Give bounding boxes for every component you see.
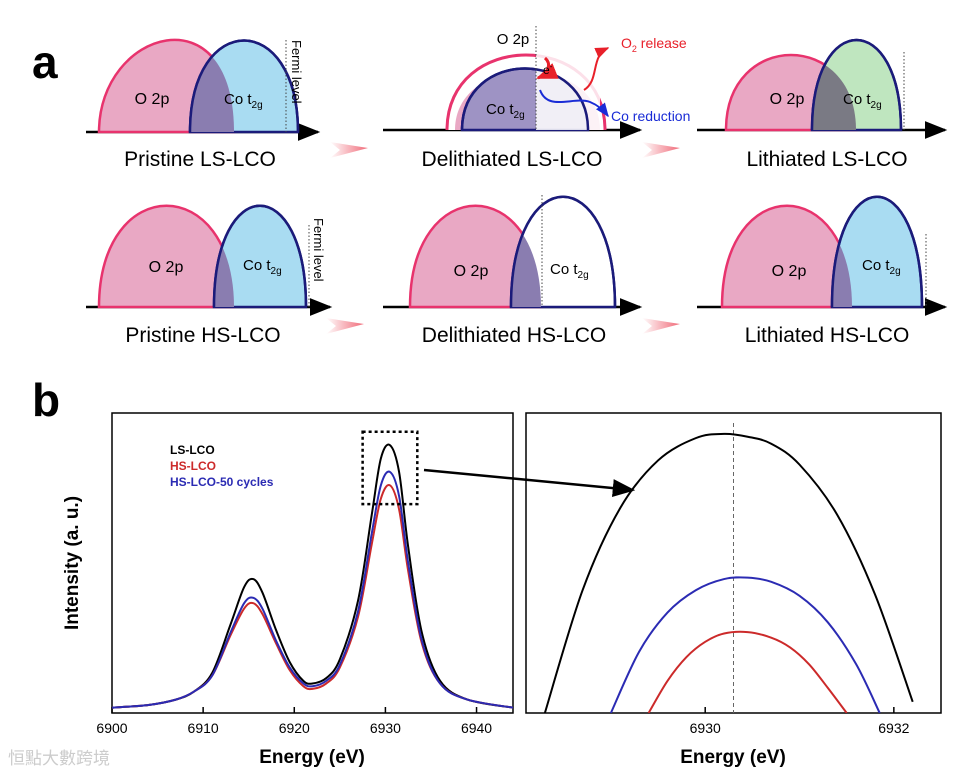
- panel-b-label: b: [32, 374, 60, 426]
- o2p-label: O 2p: [770, 91, 805, 108]
- series-line-hs-lco: [112, 484, 513, 709]
- x-ticks: 6900 6910 6920 6930 6940: [96, 707, 492, 736]
- delithiated-ls-diagram: O 2p Co t2g e- O2 release Co reduction D…: [383, 26, 690, 171]
- transition-arrow: [642, 142, 680, 158]
- zoom-arrow: [423, 468, 636, 498]
- series-line-hs-lco-50-cycles: [112, 470, 513, 709]
- plot-frame: [111, 412, 514, 714]
- co-reduction-label: Co reduction: [611, 108, 690, 124]
- x-tick-label: 6920: [279, 720, 310, 736]
- fermi-level-label: Fermi level: [311, 218, 326, 282]
- fermi-level-label: Fermi level: [289, 40, 304, 104]
- delithiated-hs-diagram: O 2p Co t2g Delithiated HS-LCO: [383, 195, 643, 347]
- series-line-hs-lco-50-cycles: [609, 576, 881, 713]
- legend-entry-hs-lco: HS-LCO: [170, 459, 216, 473]
- x-tick-label: 6930: [370, 720, 401, 736]
- co-reduction-arrow: [539, 89, 609, 118]
- pristine-hs-diagram: Fermi level O 2p Co t2g Pristine HS-LCO: [86, 204, 333, 347]
- y-axis-label: Intensity (a. u.): [62, 496, 83, 630]
- series-lines: [543, 432, 914, 713]
- caption-pristine-ls: Pristine LS-LCO: [124, 148, 276, 171]
- lithiated-hs-diagram: O 2p Co t2g Lithiated HS-LCO: [697, 195, 948, 347]
- electron-transfer-arrow: [536, 56, 559, 80]
- zoom-chart: 6930 6932 Energy (eV): [525, 412, 942, 768]
- x-tick-label: 6940: [461, 720, 492, 736]
- o2-release-arrow: [583, 47, 610, 91]
- lithiated-ls-diagram: O 2p Co t2g Lithiated LS-LCO: [697, 38, 948, 171]
- transition-arrow: [330, 142, 368, 158]
- xanes-chart: 6900 6910 6920 6930 6940 LS-LCO HS-LCO HS-LC…: [62, 412, 514, 768]
- x-ticks: 6930 6932: [690, 707, 910, 736]
- o2p-label: O 2p: [772, 263, 807, 280]
- caption-lithiated-ls: Lithiated LS-LCO: [746, 148, 907, 171]
- o2p-label: O 2p: [454, 263, 489, 280]
- x-axis-label: Energy (eV): [680, 747, 786, 768]
- transition-arrow: [326, 318, 364, 334]
- co-label: Co t2g: [224, 91, 263, 111]
- x-tick-label: 6910: [188, 720, 219, 736]
- series-lines: [112, 443, 513, 709]
- emptied-states: [536, 50, 600, 130]
- caption-pristine-hs: Pristine HS-LCO: [125, 324, 280, 347]
- co-label: Co t2g: [486, 101, 525, 121]
- co-label: Co t2g: [243, 257, 282, 277]
- band-overlap: [190, 40, 234, 132]
- x-axis-label: Energy (eV): [259, 747, 365, 768]
- caption-delithiated-hs: Delithiated HS-LCO: [422, 324, 606, 347]
- transition-arrow: [642, 318, 680, 334]
- watermark: 恒點大數跨境: [8, 749, 110, 769]
- legend-entry-hs-lco-50: HS-LCO-50 cycles: [170, 475, 274, 489]
- o2-release-label: O2 release: [621, 35, 687, 54]
- caption-delithiated-ls: Delithiated LS-LCO: [422, 148, 603, 171]
- zoom-box: [361, 430, 419, 506]
- x-tick-label: 6932: [878, 720, 909, 736]
- o2p-label: O 2p: [149, 259, 184, 276]
- co-label: Co t2g: [843, 91, 882, 111]
- x-tick-label: 6930: [690, 720, 721, 736]
- series-line-ls-lco: [112, 443, 513, 709]
- series-line-ls-lco: [543, 432, 914, 713]
- o2p-label: O 2p: [497, 31, 530, 48]
- co-label: Co t2g: [550, 261, 589, 281]
- series-line-hs-lco: [647, 630, 848, 713]
- o2p-label: O 2p: [135, 91, 170, 108]
- x-tick-label: 6900: [96, 720, 127, 736]
- legend-entry-ls-lco: LS-LCO: [170, 443, 215, 457]
- pristine-ls-diagram: Fermi level O 2p Co t2g Pristine LS-LCO: [86, 38, 321, 171]
- co-label: Co t2g: [862, 257, 901, 277]
- electron-label: e-: [543, 62, 553, 77]
- panel-a-label: a: [32, 36, 58, 88]
- caption-lithiated-hs: Lithiated HS-LCO: [745, 324, 910, 347]
